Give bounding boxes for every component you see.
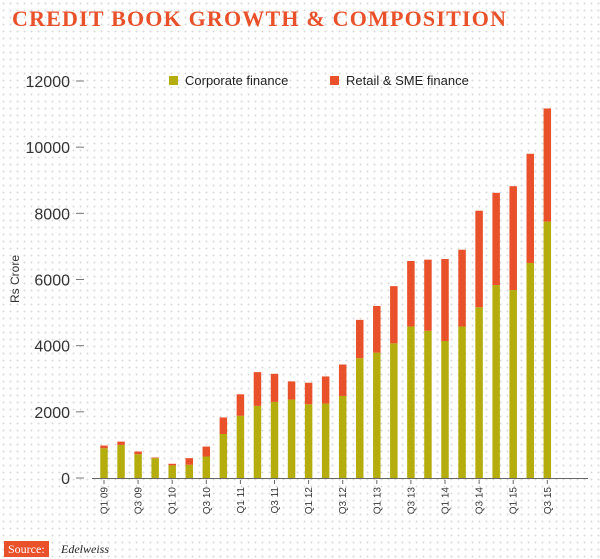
x-tick-label: Q1 13 xyxy=(372,487,383,515)
bar-retail xyxy=(441,258,449,342)
bar-retail xyxy=(168,463,176,466)
bar-retail xyxy=(407,260,415,327)
bar-corporate xyxy=(390,343,398,478)
bar-corporate xyxy=(492,285,500,478)
bar-retail xyxy=(390,286,398,344)
bar-retail xyxy=(304,382,313,405)
bar-corporate xyxy=(304,404,313,478)
bar-corporate xyxy=(287,399,296,478)
bar-retail xyxy=(321,376,330,404)
bar-corporate xyxy=(526,262,534,478)
bar-retail xyxy=(475,210,483,308)
chart-title: CREDIT BOOK GROWTH & COMPOSITION xyxy=(12,6,508,31)
bar-retail xyxy=(526,153,534,263)
bar-retail xyxy=(134,451,142,455)
bar-corporate xyxy=(321,403,330,478)
bar-corporate xyxy=(134,454,142,478)
bar-corporate xyxy=(117,444,125,478)
x-tick-label: Q1 09 xyxy=(100,487,111,515)
x-axis: Q1 09 Q3 09 Q1 10 Q3 10 Q1 11 Q3 11 Q1 12 Q3 12… xyxy=(92,478,588,515)
bar-retail xyxy=(287,381,296,400)
bar-retail xyxy=(151,457,159,459)
bar-retail xyxy=(202,446,211,457)
bar-corporate xyxy=(543,221,552,478)
bar-corporate xyxy=(253,405,262,478)
bar-corporate xyxy=(475,307,483,478)
bar-corporate xyxy=(151,458,159,478)
bar-corporate xyxy=(270,401,279,478)
x-tick-label: Q3 14 xyxy=(475,487,486,515)
legend-label-retail: Retail & SME finance xyxy=(346,73,469,88)
y-tick-label: 12000 xyxy=(26,74,71,91)
bar-series xyxy=(100,108,552,478)
bar-retail xyxy=(338,364,347,396)
bar-retail xyxy=(236,394,245,416)
source-value: Edelweiss xyxy=(61,542,109,556)
y-axis: 0 2000 4000 6000 8000 10000 12000 xyxy=(26,74,84,488)
bar-retail xyxy=(270,373,279,402)
bar-retail xyxy=(373,305,381,353)
bar-corporate xyxy=(202,456,211,478)
bar-retail xyxy=(543,108,552,222)
legend-label-corporate: Corporate finance xyxy=(185,73,288,88)
x-tick-label: Q3 15 xyxy=(543,487,554,515)
x-tick-label: Q1 12 xyxy=(304,487,315,515)
bar-corporate xyxy=(168,465,176,478)
bar-retail xyxy=(253,372,262,406)
bar-retail xyxy=(219,417,228,434)
y-tick-label: 0 xyxy=(61,471,70,488)
y-axis-label: Rs Crore xyxy=(8,255,22,303)
bar-retail xyxy=(509,186,517,291)
bar-corporate xyxy=(356,358,364,478)
x-tick-label: Q3 11 xyxy=(270,487,281,514)
bar-corporate xyxy=(236,415,245,478)
legend: Corporate finance Retail & SME finance xyxy=(169,73,469,88)
x-tick-label: Q1 11 xyxy=(236,487,247,514)
bar-retail xyxy=(356,319,364,359)
x-tick-label: Q1 15 xyxy=(509,487,520,515)
bar-corporate xyxy=(441,341,449,478)
legend-swatch-retail xyxy=(330,76,339,85)
x-tick-label: Q1 14 xyxy=(441,487,452,515)
bar-retail xyxy=(492,192,500,286)
bar-retail xyxy=(100,445,108,449)
bar-corporate xyxy=(509,290,517,478)
x-tick-label: Q3 10 xyxy=(202,487,213,515)
bar-corporate xyxy=(185,464,193,478)
x-tick-label: Q3 12 xyxy=(338,487,349,515)
y-tick-label: 8000 xyxy=(34,206,70,223)
x-tick-label: Q3 09 xyxy=(134,487,145,515)
x-tick-label: Q3 13 xyxy=(406,487,417,515)
x-tick-label: Q1 10 xyxy=(168,487,179,515)
bar-corporate xyxy=(407,326,415,478)
y-tick-label: 10000 xyxy=(26,140,71,157)
bar-corporate xyxy=(338,395,347,478)
y-tick-label: 6000 xyxy=(34,273,70,290)
bar-corporate xyxy=(458,326,466,478)
bar-corporate xyxy=(424,330,432,478)
legend-swatch-corporate xyxy=(169,76,178,85)
bar-retail xyxy=(424,259,432,331)
y-tick-label: 4000 xyxy=(34,339,70,356)
bar-corporate xyxy=(219,433,228,478)
bar-retail xyxy=(185,458,193,465)
bar-corporate xyxy=(100,448,108,478)
bar-retail xyxy=(458,249,466,327)
bar-corporate xyxy=(373,352,381,478)
y-tick-label: 2000 xyxy=(34,405,70,422)
source-label: Source: xyxy=(4,541,49,557)
bar-retail xyxy=(117,441,125,445)
